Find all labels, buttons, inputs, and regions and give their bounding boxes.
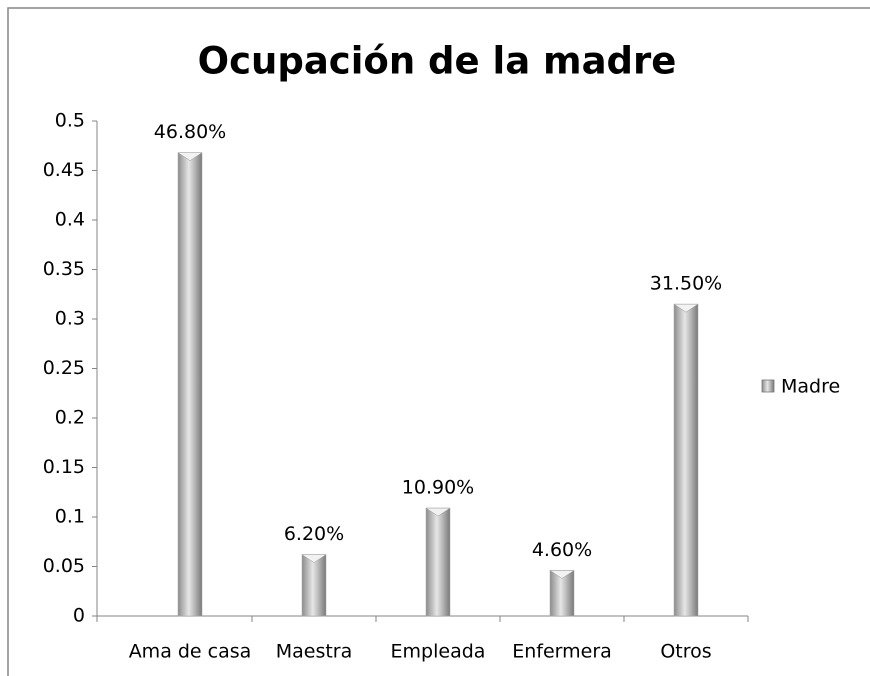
- y-tick-label: 0.5: [55, 110, 85, 132]
- y-tick-label: 0.3: [55, 308, 85, 330]
- bar-cap: [549, 570, 575, 579]
- data-label: 46.80%: [154, 121, 226, 143]
- y-tick-label: 0.25: [43, 357, 85, 379]
- y-tick-label: 0.4: [55, 209, 85, 231]
- bar: [425, 507, 451, 617]
- y-tick-label: 0.2: [55, 407, 85, 429]
- y-tick-label: 0.35: [43, 258, 85, 280]
- x-tick-label: Empleada: [391, 641, 486, 663]
- legend-marker: [761, 379, 775, 393]
- y-tick-label: 0.45: [43, 159, 85, 181]
- x-tick-label: Otros: [660, 641, 711, 663]
- bar-cap: [425, 507, 451, 517]
- chart-title: Ocupación de la madre: [198, 40, 677, 83]
- x-tick-label: Maestra: [276, 641, 353, 663]
- bar: [673, 303, 699, 617]
- bar-cap: [673, 303, 699, 313]
- y-tick-label: 0.15: [43, 456, 85, 478]
- data-label: 6.20%: [284, 523, 344, 545]
- data-label: 4.60%: [532, 539, 592, 561]
- y-tick-label: 0: [73, 605, 85, 627]
- x-tick-label: Ama de casa: [129, 641, 252, 663]
- y-tick-label: 0.05: [43, 555, 85, 577]
- data-label: 10.90%: [402, 477, 474, 499]
- y-tick-label: 0.1: [55, 506, 85, 528]
- bar-cap: [177, 152, 203, 161]
- bar-cap: [301, 554, 327, 563]
- x-tick-label: Enfermera: [512, 641, 612, 663]
- legend-label: Madre: [781, 376, 840, 398]
- bar: [301, 554, 327, 617]
- data-label: 31.50%: [650, 273, 722, 295]
- bar: [177, 152, 203, 617]
